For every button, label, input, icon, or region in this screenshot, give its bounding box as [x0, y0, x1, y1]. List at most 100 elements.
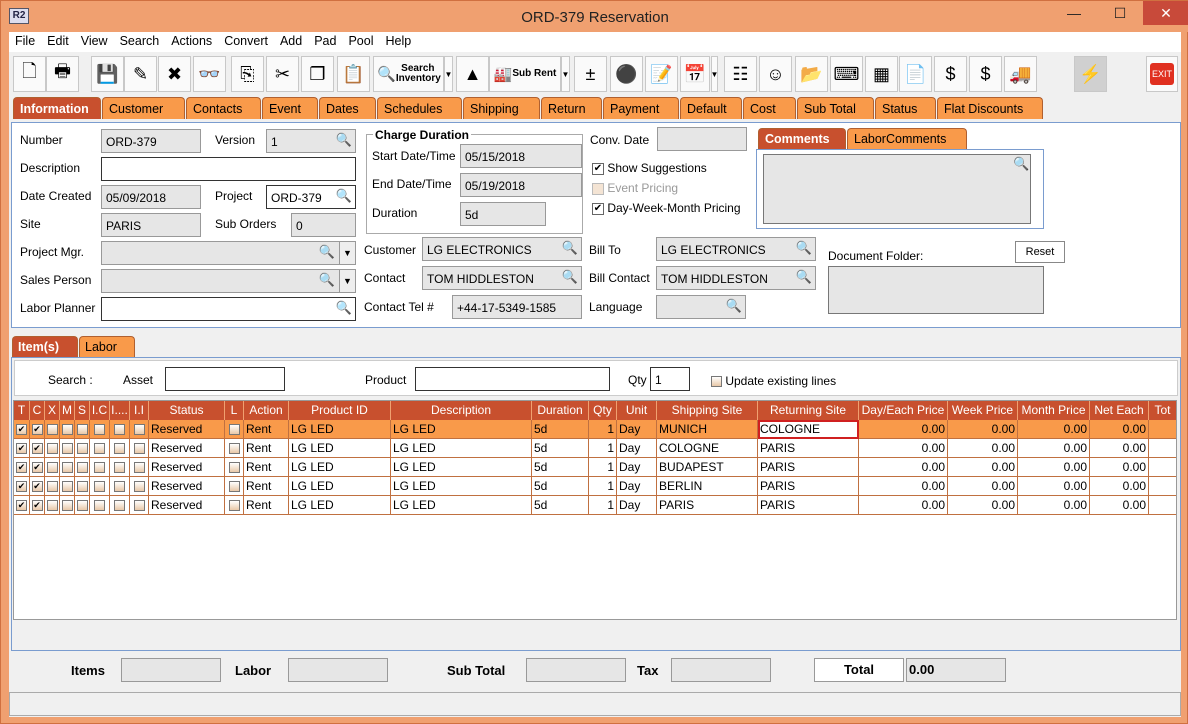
checked-checkbox[interactable]: ✔	[31, 462, 43, 474]
checkbox[interactable]	[133, 481, 145, 493]
description-input[interactable]	[101, 157, 356, 181]
menu-search[interactable]: Search	[119, 34, 160, 48]
table-row[interactable]: ✔ ✔ Reserved Rent LG LED LG LED 5d 1 Day PARIS PAR…	[14, 496, 1176, 515]
menu-file[interactable]: File	[15, 34, 36, 48]
column-header[interactable]: I.I	[130, 401, 149, 420]
column-header[interactable]: Product ID	[289, 401, 391, 420]
bill-to-field[interactable]: LG ELECTRONICS 🔍	[656, 237, 816, 261]
tab-status[interactable]: Status	[875, 97, 936, 119]
dropdown-button[interactable]: ▼	[711, 56, 718, 92]
language-field[interactable]: 🔍	[656, 295, 746, 319]
asset-input[interactable]	[165, 367, 285, 391]
barrels-button[interactable]: ▦	[865, 56, 898, 92]
column-header[interactable]: Qty	[589, 401, 617, 420]
tab-return[interactable]: Return	[541, 97, 602, 119]
checkbox[interactable]	[61, 443, 73, 455]
checkbox[interactable]	[228, 500, 240, 512]
checkbox[interactable]	[46, 424, 58, 436]
column-header[interactable]: C	[30, 401, 45, 420]
table-row[interactable]: ✔ ✔ Reserved Rent LG LED LG LED 5d 1 Day MUNICH CO…	[14, 420, 1176, 439]
checkbox[interactable]	[61, 481, 73, 493]
table-row[interactable]: ✔ ✔ Reserved Rent LG LED LG LED 5d 1 Day BUDAPEST…	[14, 458, 1176, 477]
menu-pool[interactable]: Pool	[348, 34, 374, 48]
lightning-button[interactable]: ⚡	[1074, 56, 1107, 92]
menu-pad[interactable]: Pad	[314, 34, 337, 48]
qty-input[interactable]: 1	[650, 367, 690, 391]
checkbox[interactable]	[61, 500, 73, 512]
column-header[interactable]: Shipping Site	[657, 401, 758, 420]
checkbox[interactable]	[94, 443, 105, 455]
menu-add[interactable]: Add	[279, 34, 303, 48]
checkbox[interactable]	[133, 424, 145, 436]
checkbox[interactable]	[133, 500, 145, 512]
minimize-button[interactable]: —	[1067, 5, 1081, 21]
shapes-button[interactable]: ▲	[456, 56, 489, 92]
print-button[interactable]: 🖶	[46, 56, 79, 92]
product-input[interactable]	[415, 367, 610, 391]
update-existing-checkbox[interactable]: Update existing lines	[711, 374, 836, 388]
checked-checkbox[interactable]: ✔	[16, 462, 27, 474]
event-pricing-checkbox[interactable]: Event Pricing	[592, 181, 678, 195]
checkbox[interactable]	[114, 500, 125, 512]
menu-convert[interactable]: Convert	[224, 34, 268, 48]
column-header[interactable]: I.C	[90, 401, 110, 420]
column-header[interactable]: M	[60, 401, 75, 420]
search-icon[interactable]: 🔍	[335, 300, 352, 315]
checked-checkbox[interactable]: ✔	[16, 424, 27, 436]
checkbox[interactable]	[76, 462, 88, 474]
customer-field[interactable]: LG ELECTRONICS 🔍	[422, 237, 582, 261]
search-icon[interactable]: 🔍	[335, 188, 352, 203]
checkbox[interactable]	[94, 424, 105, 436]
chevron-down-icon[interactable]: ▼	[339, 270, 355, 292]
search-inventory-button[interactable]: 🔍 Search Inventory	[373, 56, 444, 92]
tab-event[interactable]: Event	[262, 97, 318, 119]
checkbox[interactable]	[76, 424, 88, 436]
contact-field[interactable]: TOM HIDDLESTON 🔍	[422, 266, 582, 290]
tab-flat-discounts[interactable]: Flat Discounts	[937, 97, 1043, 119]
tab-comments[interactable]: Comments	[758, 128, 846, 149]
search-icon[interactable]: 🔍	[1013, 156, 1030, 171]
money-forward-button[interactable]: $	[934, 56, 967, 92]
balls-button[interactable]: ⚫	[610, 56, 643, 92]
checkbox[interactable]	[133, 462, 145, 474]
column-header[interactable]: Action	[244, 401, 289, 420]
money-note-button[interactable]: $	[969, 56, 1002, 92]
checkbox[interactable]	[228, 462, 240, 474]
search-icon[interactable]: 🔍	[725, 298, 742, 313]
search-icon[interactable]: 🔍	[795, 240, 812, 255]
tab-shipping[interactable]: Shipping	[463, 97, 540, 119]
dropdown-button[interactable]: ▼	[444, 56, 453, 92]
checkbox[interactable]	[46, 500, 58, 512]
form-edit-button[interactable]: 📄	[899, 56, 932, 92]
truck-button[interactable]: 🚚	[1004, 56, 1037, 92]
version-field[interactable]: 1 🔍	[266, 129, 356, 153]
sales-person-select[interactable]: 🔍 ▼	[101, 269, 356, 293]
checkbox[interactable]	[94, 481, 105, 493]
tab-customer[interactable]: Customer	[102, 97, 185, 119]
notepad-button[interactable]: 📝	[645, 56, 678, 92]
plus-minus-button[interactable]: ±	[574, 56, 607, 92]
tab-contacts[interactable]: Contacts	[186, 97, 261, 119]
checkbox[interactable]	[46, 462, 58, 474]
folder-clock-button[interactable]: 📂	[795, 56, 828, 92]
checkbox[interactable]	[94, 500, 105, 512]
tab-default[interactable]: Default	[680, 97, 742, 119]
labor-planner-input[interactable]: 🔍	[101, 297, 356, 321]
column-header[interactable]: Month Price	[1018, 401, 1090, 420]
reset-button[interactable]: Reset	[1015, 241, 1065, 263]
checkbox[interactable]	[114, 424, 125, 436]
paste-button[interactable]: 📋	[337, 56, 370, 92]
exit-button[interactable]: EXIT	[1146, 56, 1178, 92]
tab-items[interactable]: Item(s)	[12, 336, 78, 357]
checked-checkbox[interactable]: ✔	[16, 481, 27, 493]
key-button[interactable]: ⌨	[830, 56, 863, 92]
calendar-button[interactable]: 📅	[680, 56, 710, 92]
checked-checkbox[interactable]: ✔	[31, 481, 43, 493]
checkbox[interactable]	[94, 462, 105, 474]
checkbox[interactable]	[76, 443, 88, 455]
tab-schedules[interactable]: Schedules	[377, 97, 462, 119]
close-button[interactable]: ✕	[1143, 1, 1188, 25]
tab-cost[interactable]: Cost	[743, 97, 796, 119]
delete-button[interactable]: ✖	[158, 56, 191, 92]
checkbox[interactable]	[228, 481, 240, 493]
